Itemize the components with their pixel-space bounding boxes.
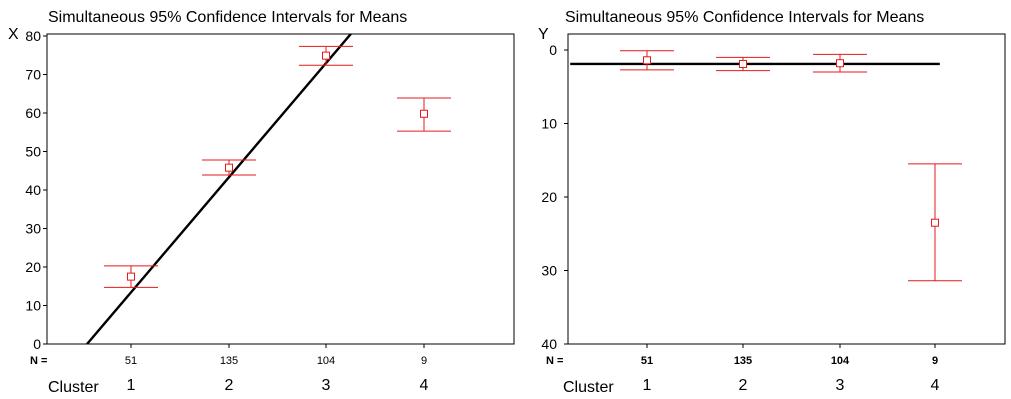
mean-marker (225, 163, 233, 172)
y-tick-label: 30 (25, 221, 41, 237)
mean-marker (322, 51, 330, 60)
category-label: 1 (127, 377, 136, 394)
y-tick-label: 70 (25, 67, 41, 83)
n-label: N = (546, 355, 563, 367)
n-value: 135 (734, 355, 752, 367)
category-label: 1 (643, 377, 652, 394)
y-tick-label: 60 (25, 105, 41, 121)
category-label: 3 (836, 377, 845, 394)
y-tick-label: 0 (33, 336, 41, 352)
category-label: 2 (225, 377, 234, 394)
y-tick-label: 80 (25, 28, 41, 44)
y-tick-label: 40 (541, 336, 557, 352)
mean-marker (420, 109, 428, 118)
mean-marker (836, 59, 844, 68)
mean-marker (931, 218, 939, 227)
mean-marker (739, 59, 747, 68)
n-value: 51 (641, 355, 653, 367)
y-tick-label: 30 (541, 263, 557, 279)
n-value: 135 (220, 355, 238, 367)
chart-title: Simultaneous 95% Confidence Intervals fo… (48, 9, 407, 26)
n-label: N = (30, 355, 47, 367)
n-value: 9 (421, 355, 427, 367)
plot-frame (567, 33, 1006, 345)
y-tick-label: 0 (549, 42, 557, 58)
x-axis-label: Cluster (48, 379, 99, 396)
x-axis-label: Cluster (563, 379, 614, 396)
category-label: 4 (420, 377, 429, 394)
n-value: 104 (831, 355, 850, 367)
category-label: 3 (322, 377, 331, 394)
y-tick-label: 20 (541, 189, 557, 205)
reference-line (86, 34, 353, 344)
mean-marker (127, 272, 135, 281)
y-tick-label: 20 (25, 259, 41, 275)
n-value: 51 (125, 355, 137, 367)
y-axis-label: X (8, 26, 19, 43)
n-value: 9 (932, 355, 938, 367)
y-tick-label: 40 (25, 182, 41, 198)
chart-title: Simultaneous 95% Confidence Intervals fo… (565, 9, 924, 26)
n-value: 104 (317, 355, 335, 367)
y-tick-label: 50 (25, 144, 41, 160)
category-label: 2 (739, 377, 748, 394)
y-tick-label: 10 (25, 298, 41, 314)
plot-frame (46, 33, 515, 345)
chart-2: Simultaneous 95% Confidence Intervals fo… (538, 9, 1006, 396)
chart-1: Simultaneous 95% Confidence Intervals fo… (8, 9, 515, 396)
category-label: 4 (931, 377, 940, 394)
y-tick-label: 10 (541, 116, 557, 132)
y-axis-label: Y (538, 26, 549, 43)
mean-marker (643, 56, 651, 65)
